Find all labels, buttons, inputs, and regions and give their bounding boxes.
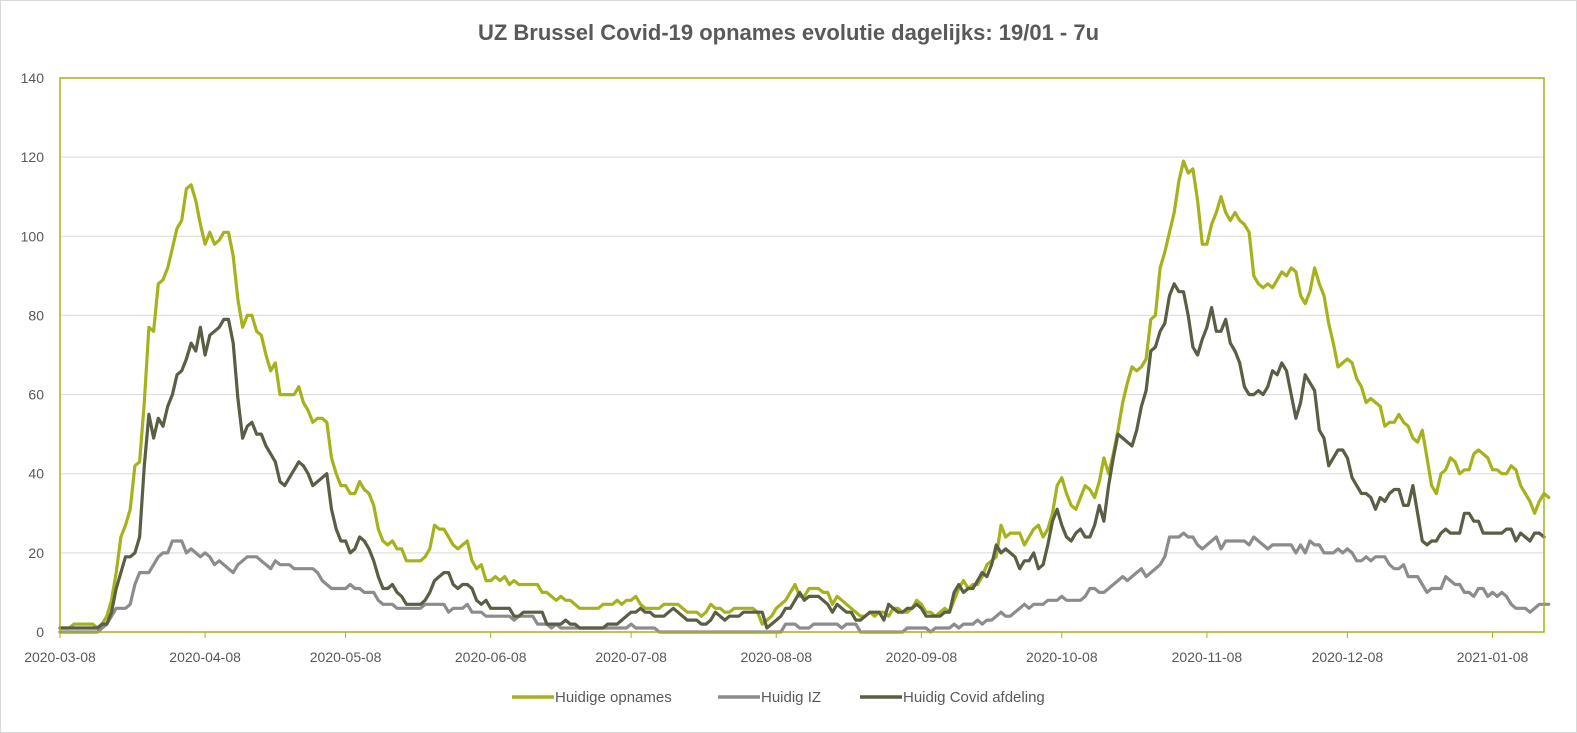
legend-item-1: Huidig IZ (718, 689, 821, 706)
x-tick-label: 2020-12-08 (1312, 649, 1384, 665)
x-tick-label: 2020-09-08 (886, 649, 958, 665)
series-lines (58, 159, 1551, 634)
legend-label: Huidig Covid afdeling (903, 689, 1045, 706)
y-tick-label: 60 (28, 387, 44, 403)
series-line-0 (58, 159, 1551, 630)
x-tick-label: 2020-06-08 (455, 649, 527, 665)
chart-title: UZ Brussel Covid-19 opnames evolutie dag… (477, 20, 1100, 45)
y-tick-label: 80 (28, 307, 44, 323)
gridlines (60, 156, 1544, 554)
legend-item-2: Huidig Covid afdeling (860, 689, 1045, 706)
x-tick-label: 2020-03-08 (24, 649, 96, 665)
y-axis-tick-labels: 0 20 40 60 80 100 120 140 (21, 70, 45, 640)
plot-area-border (59, 77, 1545, 633)
y-tick-label: 140 (21, 70, 45, 86)
series-line-2 (58, 282, 1546, 630)
legend: Huidige opnames Huidig IZ Huidig Covid afd… (512, 689, 1045, 706)
series-line-1 (58, 531, 1551, 634)
x-tick-label: 2020-04-08 (169, 649, 241, 665)
y-tick-label: 120 (21, 149, 45, 165)
x-tick-label: 2021-01-08 (1457, 649, 1529, 665)
y-tick-label: 0 (36, 624, 44, 640)
x-tick-label: 2020-10-08 (1026, 649, 1098, 665)
y-tick-label: 40 (28, 466, 44, 482)
y-tick-label: 20 (28, 545, 44, 561)
legend-item-0: Huidige opnames (512, 689, 672, 706)
x-tick-label: 2020-05-08 (310, 649, 382, 665)
x-axis-tick-labels: 2020-03-08 2020-04-08 2020-05-08 2020-06-08… (24, 632, 1529, 665)
y-tick-label: 100 (21, 228, 45, 244)
x-tick-label: 2020-11-08 (1172, 649, 1243, 665)
x-tick-label: 2020-08-08 (740, 649, 812, 665)
x-tick-label: 2020-07-08 (595, 649, 667, 665)
legend-label: Huidig IZ (761, 689, 821, 706)
legend-label: Huidige opnames (555, 689, 672, 706)
